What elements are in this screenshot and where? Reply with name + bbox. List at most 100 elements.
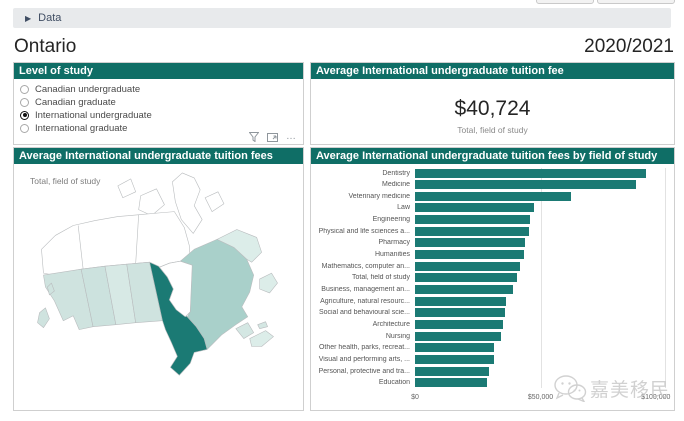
bar-row: Business, management an... — [311, 285, 666, 295]
bar-category-label: Pharmacy — [378, 239, 410, 247]
radio-option-2[interactable]: International undergraduate — [20, 109, 297, 121]
bar[interactable] — [415, 378, 488, 388]
map-panel: Average International undergraduate tuit… — [13, 147, 304, 411]
bar-row: Other health, parks, recreat... — [311, 343, 666, 353]
radio-label: Canadian undergraduate — [35, 83, 141, 95]
bar-track — [415, 366, 666, 376]
bar[interactable] — [415, 238, 526, 248]
bar-track — [415, 343, 666, 353]
tuition-fee-value: $40,724 — [454, 97, 531, 120]
page-period: 2020/2021 — [584, 36, 674, 57]
map-panel-title: Average International undergraduate tuit… — [14, 148, 303, 164]
bar-track — [415, 378, 666, 388]
bar[interactable] — [415, 226, 530, 236]
filter-icon[interactable] — [249, 132, 259, 142]
bar-category-label: Business, management an... — [321, 286, 410, 294]
bar-row: Pharmacy — [311, 238, 666, 248]
bar-category-label: Social and behavioural scie... — [318, 309, 410, 317]
level-of-study-panel: Level of study Canadian undergraduate Can… — [13, 62, 304, 145]
bar-track — [415, 168, 666, 178]
bar-track — [415, 355, 666, 364]
bar-row: Medicine — [311, 180, 666, 190]
gridline-50k — [540, 168, 542, 388]
bar[interactable] — [415, 320, 503, 330]
bar-category-label: Nursing — [385, 332, 410, 340]
bar[interactable] — [415, 355, 494, 364]
bar-track — [415, 261, 666, 271]
bar-row: Education — [311, 378, 666, 388]
tuition-fee-card: Average International undergraduate tuit… — [310, 62, 675, 145]
bar-track — [415, 308, 666, 318]
bar-chart-title: Average International undergraduate tuit… — [311, 148, 674, 164]
bar-category-label: Total, field of study — [352, 274, 410, 282]
bar-track — [415, 250, 666, 260]
radio-option-3[interactable]: International graduate — [20, 122, 297, 134]
bar-row: Total, field of study — [311, 273, 666, 283]
radio-option-0[interactable]: Canadian undergraduate — [20, 83, 297, 95]
map-region-labrador — [216, 229, 262, 263]
visual-action-icons: … — [249, 132, 297, 142]
bar-row: Physical and life sciences a... — [311, 226, 666, 236]
bar[interactable] — [415, 273, 518, 283]
more-options-icon[interactable]: … — [286, 131, 297, 142]
x-tick: $0 — [411, 394, 419, 401]
bar[interactable] — [415, 191, 571, 201]
radio-option-1[interactable]: Canadian graduate — [20, 96, 297, 108]
focus-mode-icon[interactable] — [267, 132, 278, 142]
bar-row: Mathematics, computer an... — [311, 261, 666, 271]
tuition-fee-subtitle: Total, field of study — [457, 125, 528, 135]
bar-track — [415, 191, 666, 201]
canada-map[interactable] — [17, 168, 300, 406]
page-title: Ontario — [14, 36, 77, 57]
bar[interactable] — [415, 285, 513, 295]
level-of-study-title: Level of study — [14, 63, 303, 79]
bar-track — [415, 273, 666, 283]
map-region-arctic-islands — [172, 172, 203, 234]
bar-category-label: Visual and performing arts, ... — [318, 356, 410, 363]
radio-label: International graduate — [35, 122, 128, 134]
bar[interactable] — [415, 331, 501, 341]
bar-category-label: Mathematics, computer an... — [321, 262, 410, 270]
top-cutoff-button-1[interactable] — [536, 0, 594, 4]
bar-category-label: Dentistry — [382, 169, 410, 177]
map-region-newfoundland — [259, 272, 278, 294]
tuition-fee-card-title: Average International undergraduate tuit… — [311, 63, 674, 79]
bar-row: Social and behavioural scie... — [311, 308, 666, 318]
map-region-bc-islands — [37, 307, 50, 328]
bar-category-label: Engineering — [372, 216, 410, 224]
bar[interactable] — [415, 250, 525, 260]
bar[interactable] — [415, 168, 646, 178]
bar-category-label: Personal, protective and tra... — [318, 367, 410, 375]
top-cutoff-button-2[interactable] — [597, 0, 675, 4]
bar-track — [415, 203, 666, 213]
bar-track — [415, 226, 666, 236]
bar-row: Visual and performing arts, ... — [311, 355, 666, 365]
bar[interactable] — [415, 343, 495, 353]
bar-chart-panel: Average International undergraduate tuit… — [310, 147, 675, 411]
map-region-new-brunswick — [235, 322, 254, 339]
map-region-prince-edward-island — [257, 321, 268, 329]
bar[interactable] — [415, 215, 531, 225]
data-collapse-bar[interactable]: ▶ Data — [13, 8, 671, 28]
bar[interactable] — [415, 180, 636, 190]
radio-circle[interactable] — [20, 84, 29, 94]
data-collapse-label: Data — [38, 12, 62, 24]
bar-row: Law — [311, 203, 666, 213]
bar[interactable] — [415, 203, 535, 213]
bar[interactable] — [415, 296, 506, 306]
bar-row: Nursing — [311, 331, 666, 341]
bar[interactable] — [415, 366, 490, 376]
map-subtitle: Total, field of study — [30, 176, 101, 186]
gridline-100k — [665, 168, 666, 388]
radio-circle[interactable] — [20, 110, 29, 120]
bar-row: Dentistry — [311, 168, 666, 178]
bar[interactable] — [415, 308, 505, 318]
bar-row: Architecture — [311, 320, 666, 330]
bar[interactable] — [415, 261, 521, 271]
radio-circle[interactable] — [20, 97, 29, 107]
bar-category-label: Agriculture, natural resourc... — [320, 297, 410, 305]
radio-circle[interactable] — [20, 123, 29, 133]
bar-category-label: Education — [378, 379, 410, 387]
bar-track — [415, 331, 666, 341]
